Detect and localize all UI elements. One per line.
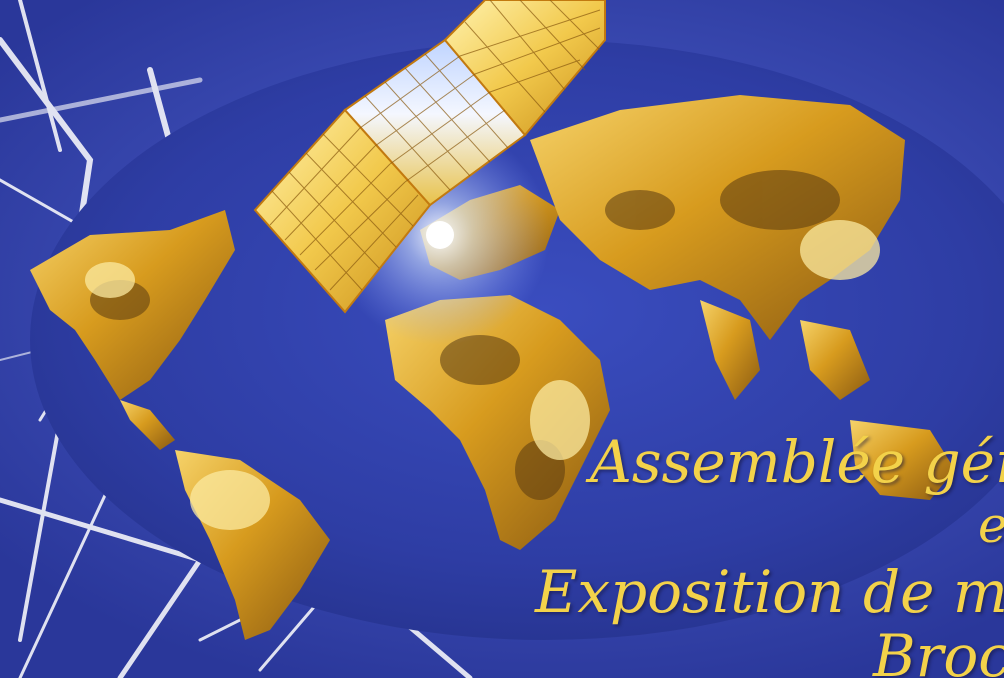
sun-core [426,221,454,249]
title-line-1: Assemblée géné [590,428,1004,496]
satellite-icon [253,0,606,314]
title-line-4: Broc [873,622,1004,678]
land-highlights [85,220,880,530]
title-line-3: Exposition de mat [535,558,1004,626]
title-line-2: e [978,500,1004,550]
